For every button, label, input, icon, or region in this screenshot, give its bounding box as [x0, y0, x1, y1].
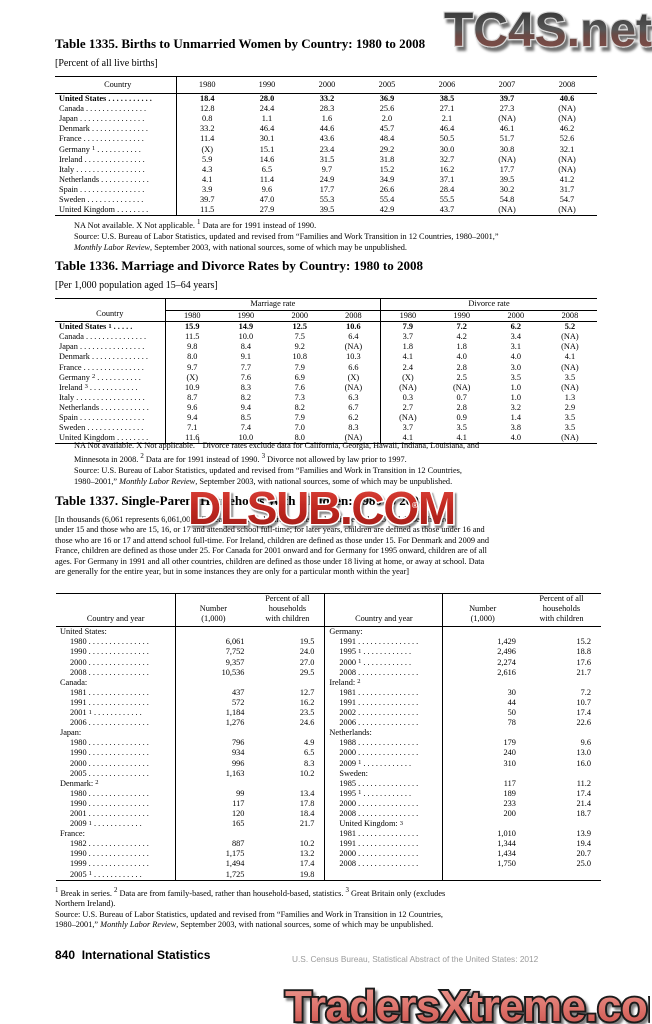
svg-text:TradersXtreme.com: TradersXtreme.com	[285, 982, 650, 1024]
svg-text:DLSUB.COM: DLSUB.COM	[188, 489, 455, 531]
svg-text:®: ®	[412, 501, 418, 510]
svg-text:TC4S.net: TC4S.net	[444, 4, 652, 57]
